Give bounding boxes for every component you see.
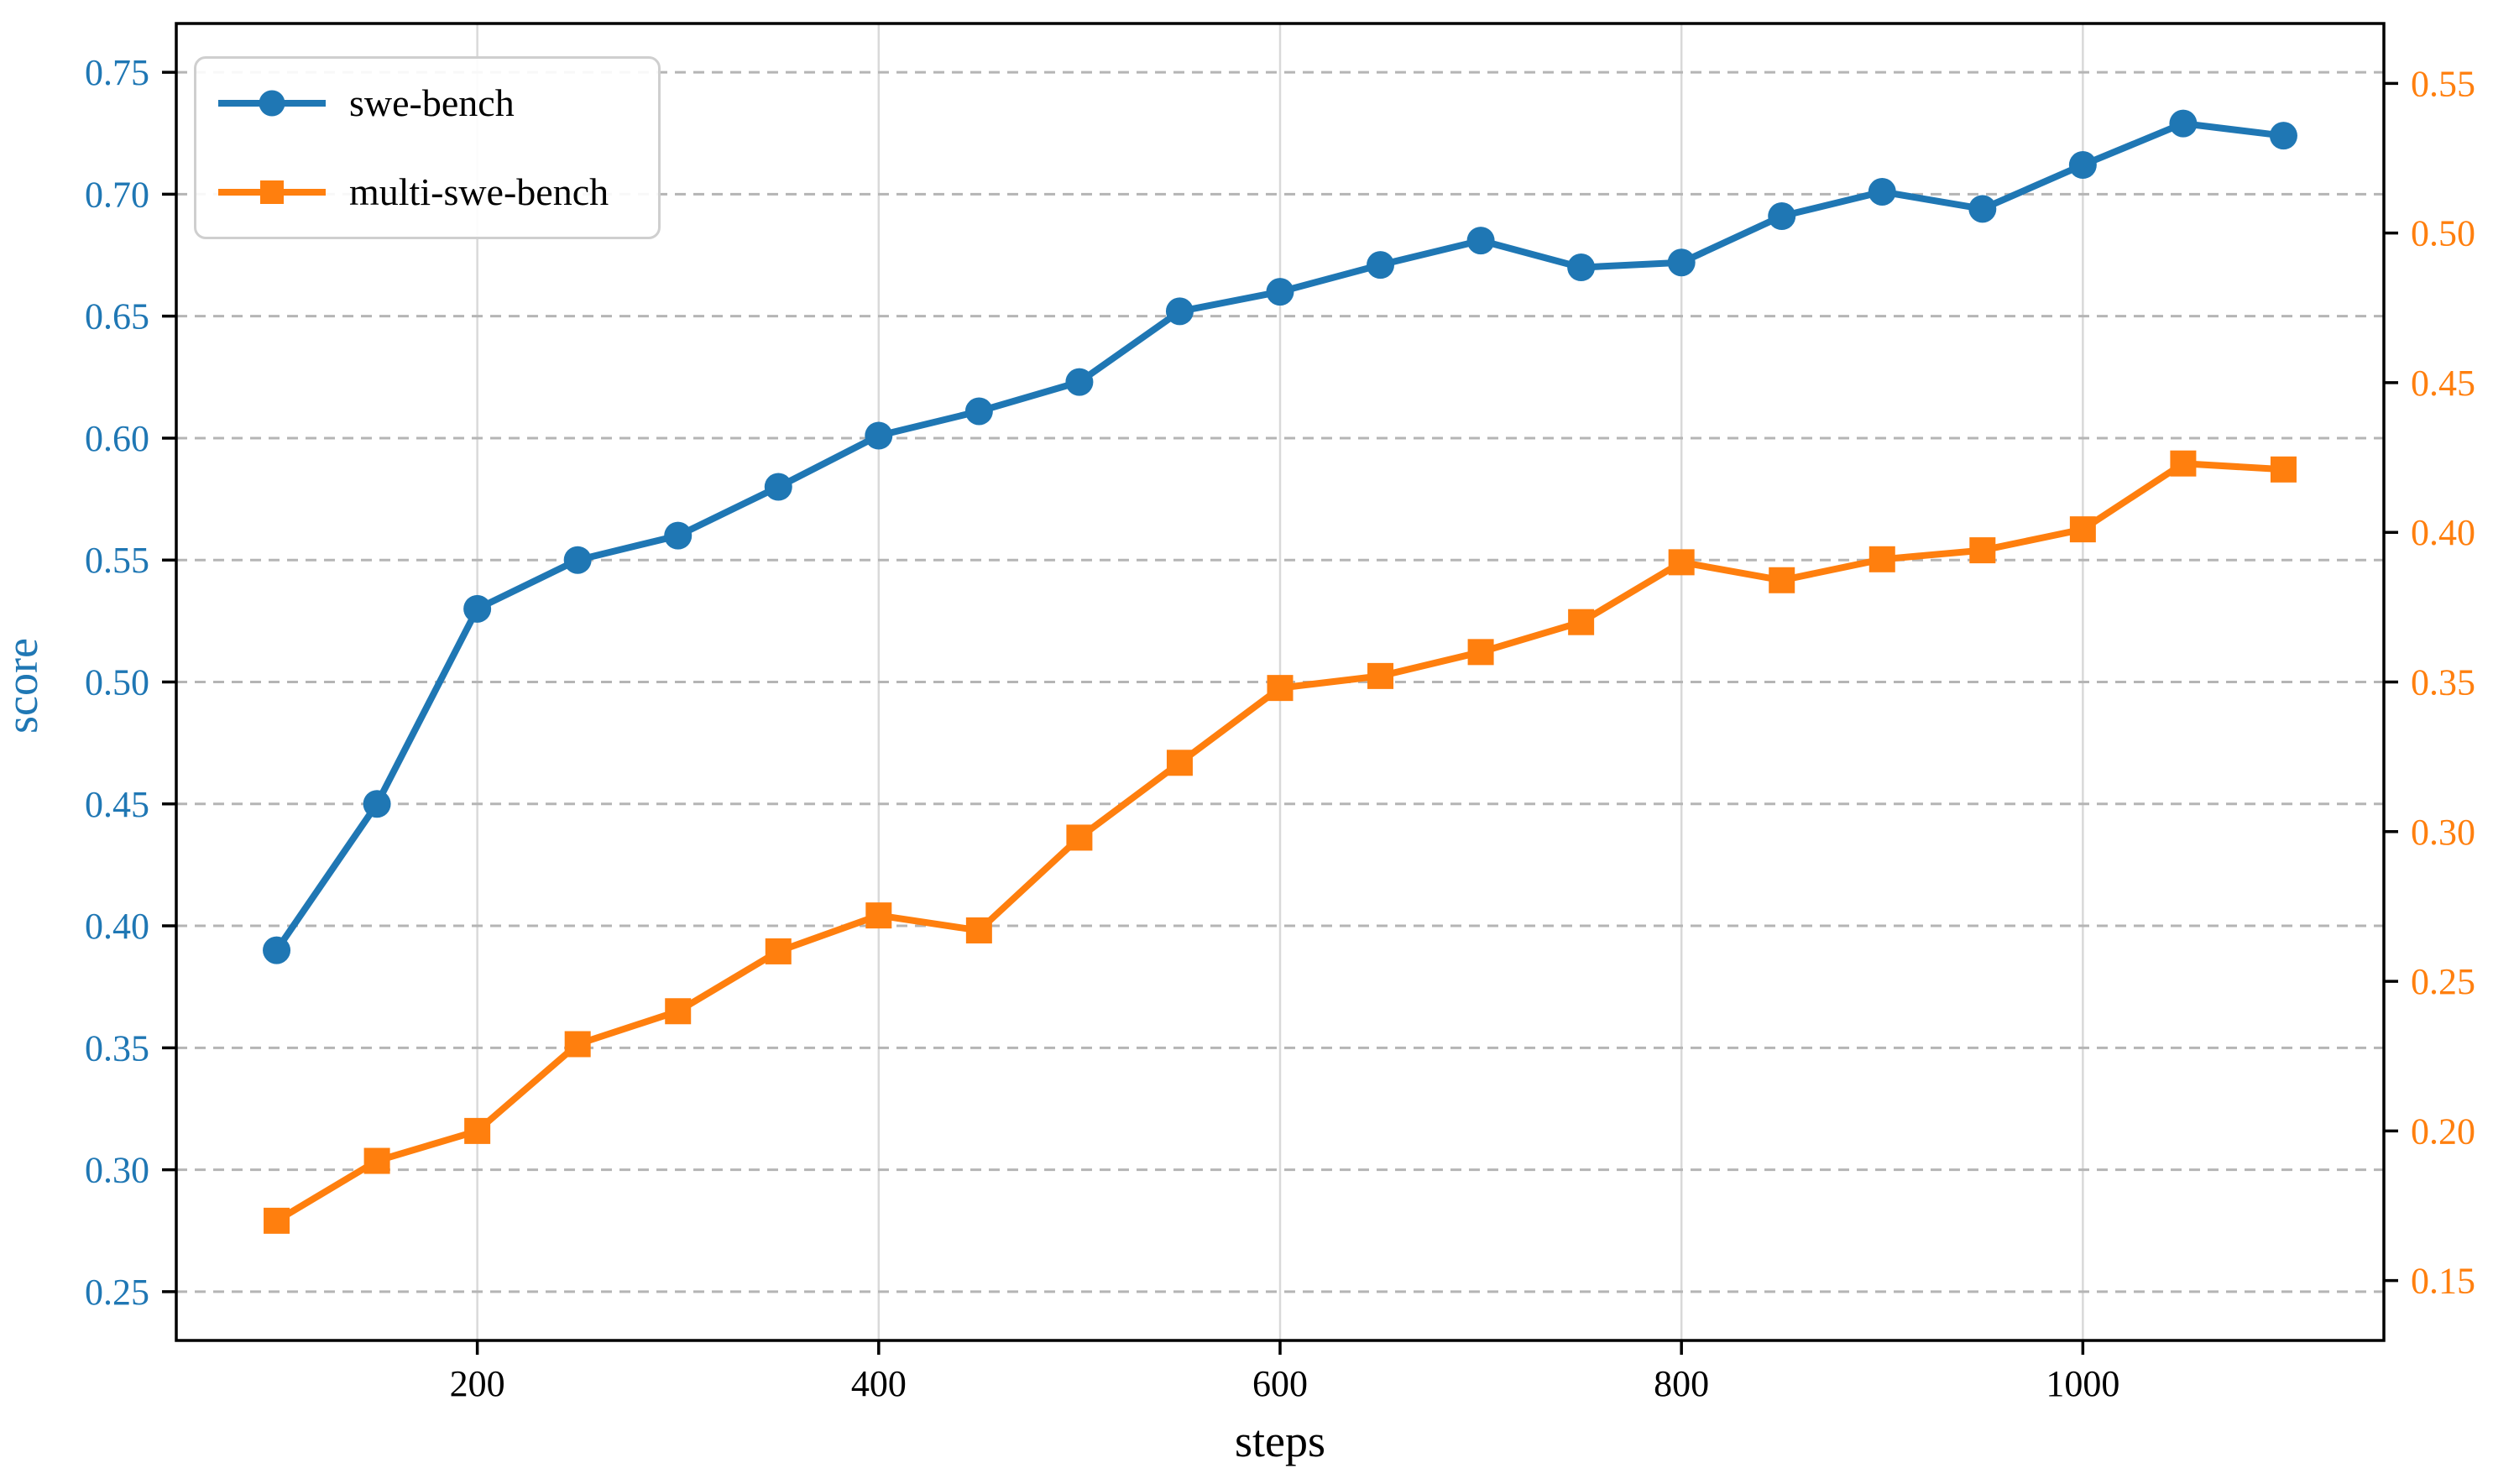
data-point-multi-swe-bench <box>865 902 892 929</box>
data-point-swe-bench <box>865 421 893 450</box>
left-axis-ticks: 0.25 0.30 0.35 0.40 0.45 0.50 0.55 0.60 0.65 0.70… <box>85 52 176 1313</box>
series-multi-swe-bench <box>264 450 2297 1234</box>
svg-text:1000: 1000 <box>2046 1363 2119 1404</box>
svg-text:0.15: 0.15 <box>2411 1261 2475 1302</box>
legend: swe-bench multi-swe-bench <box>194 56 661 239</box>
data-point-multi-swe-bench <box>1868 546 1895 572</box>
svg-text:0.50: 0.50 <box>2411 213 2475 254</box>
data-point-multi-swe-bench <box>363 1147 390 1174</box>
svg-text:0.35: 0.35 <box>85 1027 149 1069</box>
legend-item-swe-bench: swe-bench <box>213 84 658 123</box>
data-point-swe-bench <box>463 594 492 623</box>
right-axis-ticks: 0.15 0.20 0.25 0.30 0.35 0.40 0.45 0.50 0.55 <box>2384 63 2475 1302</box>
svg-text:600: 600 <box>1252 1363 1308 1404</box>
data-point-multi-swe-bench <box>1367 662 1394 689</box>
svg-text:0.20: 0.20 <box>2411 1110 2475 1152</box>
data-point-multi-swe-bench <box>1467 639 1494 666</box>
data-point-multi-swe-bench <box>464 1117 491 1144</box>
data-point-multi-swe-bench <box>1066 824 1093 851</box>
svg-text:800: 800 <box>1654 1363 1709 1404</box>
svg-text:0.35: 0.35 <box>2411 662 2475 703</box>
data-point-swe-bench <box>1466 227 1495 255</box>
data-point-swe-bench <box>563 546 592 574</box>
bottom-axis-ticks: 200 400 600 800 1000 <box>450 1340 2119 1404</box>
svg-text:0.30: 0.30 <box>2411 812 2475 853</box>
y-axis-title: score <box>0 638 47 734</box>
data-point-multi-swe-bench <box>2270 456 2297 483</box>
data-point-swe-bench <box>1768 202 1796 231</box>
data-point-multi-swe-bench <box>1769 567 1795 593</box>
data-point-multi-swe-bench <box>1166 750 1193 776</box>
data-point-swe-bench <box>764 473 792 501</box>
legend-label-swe-bench: swe-bench <box>349 81 515 124</box>
legend-swatch-square-icon <box>218 180 326 204</box>
data-point-multi-swe-bench <box>2170 450 2197 477</box>
data-point-swe-bench <box>1065 368 1094 396</box>
svg-text:400: 400 <box>851 1363 907 1404</box>
svg-text:0.30: 0.30 <box>85 1150 149 1191</box>
svg-text:0.65: 0.65 <box>85 296 149 337</box>
data-point-multi-swe-bench <box>1668 549 1695 576</box>
data-point-swe-bench <box>1667 248 1696 277</box>
svg-text:0.25: 0.25 <box>2411 961 2475 1002</box>
data-point-swe-bench <box>964 397 993 426</box>
svg-text:0.45: 0.45 <box>2411 363 2475 404</box>
data-point-swe-bench <box>263 936 291 964</box>
data-point-swe-bench <box>2169 109 2198 138</box>
x-axis-title: steps <box>1235 1416 1325 1466</box>
svg-text:0.60: 0.60 <box>85 418 149 459</box>
svg-text:0.40: 0.40 <box>2411 512 2475 553</box>
svg-text:0.45: 0.45 <box>85 784 149 825</box>
svg-text:0.75: 0.75 <box>85 52 149 93</box>
svg-text:0.55: 0.55 <box>2411 63 2475 104</box>
data-point-multi-swe-bench <box>2069 516 2096 543</box>
data-point-swe-bench <box>363 790 391 818</box>
data-point-swe-bench <box>1367 251 1395 280</box>
data-point-multi-swe-bench <box>264 1207 290 1234</box>
data-point-multi-swe-bench <box>564 1031 591 1058</box>
series-layer <box>263 109 2297 1234</box>
svg-text:200: 200 <box>450 1363 505 1404</box>
data-point-swe-bench <box>2269 122 2297 150</box>
data-point-multi-swe-bench <box>765 938 792 964</box>
data-point-swe-bench <box>1165 297 1194 326</box>
data-point-swe-bench <box>1266 278 1294 306</box>
data-point-swe-bench <box>1968 195 1997 223</box>
data-point-multi-swe-bench <box>1568 609 1595 635</box>
svg-text:0.55: 0.55 <box>85 540 149 581</box>
series-swe-bench <box>263 109 2297 964</box>
data-point-swe-bench <box>664 521 692 550</box>
svg-text:0.50: 0.50 <box>85 662 149 703</box>
data-point-swe-bench <box>1567 253 1596 282</box>
data-point-multi-swe-bench <box>665 998 692 1025</box>
legend-label-multi-swe-bench: multi-swe-bench <box>349 170 609 213</box>
data-point-multi-swe-bench <box>965 917 992 943</box>
legend-swatch-circle-icon <box>218 90 326 117</box>
data-point-multi-swe-bench <box>1969 537 1996 564</box>
data-point-multi-swe-bench <box>1267 675 1294 702</box>
data-point-swe-bench <box>2068 151 2097 180</box>
data-point-swe-bench <box>1868 177 1896 206</box>
legend-item-multi-swe-bench: multi-swe-bench <box>213 173 658 212</box>
svg-text:0.25: 0.25 <box>85 1272 149 1313</box>
svg-text:0.40: 0.40 <box>85 906 149 947</box>
svg-text:0.70: 0.70 <box>85 174 149 215</box>
